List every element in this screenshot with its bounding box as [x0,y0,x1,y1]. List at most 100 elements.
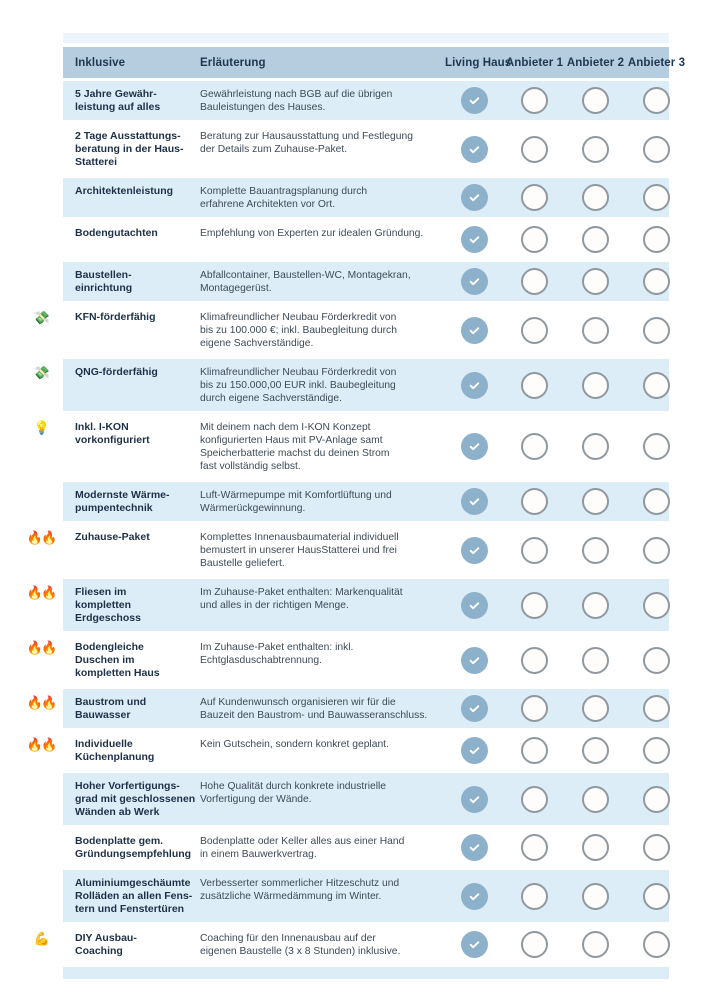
feature-description: Abfallcontainer, Baustellen-WC, Montagek… [200,270,411,294]
empty-circle-anbieter-3 [643,834,670,861]
checkmark-icon [468,379,481,392]
column-header-anbieter-3: Anbieter 3 [627,56,686,69]
feature-name: Architektenleistung [75,185,174,197]
empty-circle-anbieter-1 [521,785,548,813]
empty-circle-anbieter-2 [582,737,609,764]
check-circle-living-haus [461,536,488,564]
feature-description: Hohe Qualität durch konkrete industriell… [200,781,387,805]
lightbulb-icon: 💡 [33,420,50,435]
empty-circle-anbieter-3 [643,135,670,163]
feature-name: Fliesen im kompletten Erdgeschoss [75,586,141,624]
feature-description: Beratung zur Hausausstattung und Festleg… [200,131,413,155]
feature-name: Bodenplatte gem. Gründungsempfehlung [75,835,192,860]
checkmark-icon [468,94,481,107]
empty-circle-anbieter-1 [521,536,548,564]
check-circle-living-haus [461,931,488,958]
empty-circle-anbieter-3 [643,737,670,764]
check-circle-living-haus [461,737,488,764]
table-row: Modernste Wärme- pumpentechnik Luft-Wärm… [63,482,670,521]
empty-circle-anbieter-1 [521,135,548,163]
double-fire-icon: 🔥🔥 [26,737,57,752]
column-header-anbieter-1: Anbieter 1 [505,56,564,69]
empty-circle-anbieter-1 [521,433,548,460]
table-row: 🔥🔥 Fliesen im kompletten Erdgeschoss Im … [27,579,670,631]
feature-name: Modernste Wärme- pumpentechnik [75,489,170,514]
check-circle-living-haus [461,785,488,813]
empty-circle-anbieter-1 [521,184,548,211]
table-row: Baustellen- einrichtung Abfallcontainer,… [63,262,670,301]
feature-name: 2 Tage Ausstattungs- beratung in der Hau… [75,130,184,168]
column-header-anbieter-2: Anbieter 2 [566,56,625,69]
feature-description: Im Zuhause-Paket enthalten: Markenqualit… [200,587,403,611]
empty-circle-anbieter-2 [582,184,609,211]
feature-description: Komplette Bauantragsplanung durch erfahr… [200,186,368,210]
empty-circle-anbieter-1 [521,737,548,764]
feature-name: Bodengutachten [75,227,158,239]
feature-name: Individuelle Küchenplanung [75,738,155,763]
empty-circle-anbieter-2 [582,226,609,253]
empty-circle-anbieter-3 [643,695,670,722]
empty-circle-anbieter-2 [582,695,609,722]
feature-name: Bodengleiche Duschen im kompletten Haus [75,641,160,679]
checkmark-icon [468,275,481,288]
comparison-table: Inklusive Erläuterung Living Haus Anbiet… [27,33,685,979]
empty-circle-anbieter-3 [643,316,670,344]
empty-circle-anbieter-2 [582,316,609,344]
empty-circle-anbieter-1 [521,931,548,958]
checkmark-icon [468,702,481,715]
table-row: Bodenplatte gem. Gründungsempfehlung Bod… [63,828,670,867]
empty-circle-anbieter-1 [521,695,548,722]
empty-circle-anbieter-2 [582,536,609,564]
empty-circle-anbieter-1 [521,488,548,515]
check-circle-living-haus [461,371,488,399]
empty-circle-anbieter-1 [521,226,548,253]
table-row: Hoher Vorfertigungs- grad mit geschlosse… [63,773,670,825]
check-circle-living-haus [461,87,488,114]
empty-circle-anbieter-2 [582,433,609,460]
table-row: Aluminiumgeschäumte Rolläden an allen Fe… [63,870,670,922]
empty-circle-anbieter-2 [582,785,609,813]
check-circle-living-haus [461,268,488,295]
feature-description: Verbesserter sommerlicher Hitzeschutz un… [200,878,400,902]
empty-circle-anbieter-3 [643,536,670,564]
table-bottom-strip [63,967,669,979]
empty-circle-anbieter-3 [643,268,670,295]
check-circle-living-haus [461,135,488,163]
checkmark-icon [468,324,481,337]
feature-description: Komplettes Innenausbaumaterial individue… [200,532,399,569]
empty-circle-anbieter-2 [582,834,609,861]
empty-circle-anbieter-3 [643,882,670,910]
check-circle-living-haus [461,488,488,515]
table-row: 🔥🔥 Baustrom und Bauwasser Auf Kundenwuns… [27,689,670,728]
empty-circle-anbieter-1 [521,316,548,344]
empty-circle-anbieter-3 [643,785,670,813]
feature-name: KFN-förderfähig [75,311,156,323]
feature-description: Klimafreundlicher Neubau Förderkredit vo… [200,312,397,349]
table-row: Bodengutachten Empfehlung von Experten z… [63,220,670,259]
empty-circle-anbieter-3 [643,184,670,211]
feature-name: QNG-förderfähig [75,366,158,378]
empty-circle-anbieter-3 [643,591,670,619]
table-row: 🔥🔥 Bodengleiche Duschen im kompletten Ha… [27,634,670,686]
table-top-strip [63,33,669,43]
empty-circle-anbieter-1 [521,591,548,619]
empty-circle-anbieter-2 [582,371,609,399]
check-circle-living-haus [461,184,488,211]
table-row: 🔥🔥 Individuelle Küchenplanung Kein Gutsc… [27,731,670,770]
feature-description: Kein Gutschein, sondern konkret geplant. [200,739,389,750]
checkmark-icon [468,793,481,806]
checkmark-icon [468,440,481,453]
empty-circle-anbieter-3 [643,931,670,958]
double-fire-icon: 🔥🔥 [26,695,57,710]
check-circle-living-haus [461,834,488,861]
column-header-living-haus: Living Haus [445,56,512,69]
table-row: 5 Jahre Gewähr- leistung auf alles Gewäh… [63,81,670,120]
money-with-wings-icon: 💸 [33,365,50,380]
feature-description: Gewährleistung nach BGB auf die übrigen … [200,89,393,113]
feature-description: Bodenplatte oder Keller alles aus einer … [200,836,405,860]
checkmark-icon [468,544,481,557]
check-circle-living-haus [461,882,488,910]
table-body: 5 Jahre Gewähr- leistung auf alles Gewäh… [27,78,670,964]
feature-name: Baustellen- einrichtung [75,269,133,294]
empty-circle-anbieter-3 [643,488,670,515]
